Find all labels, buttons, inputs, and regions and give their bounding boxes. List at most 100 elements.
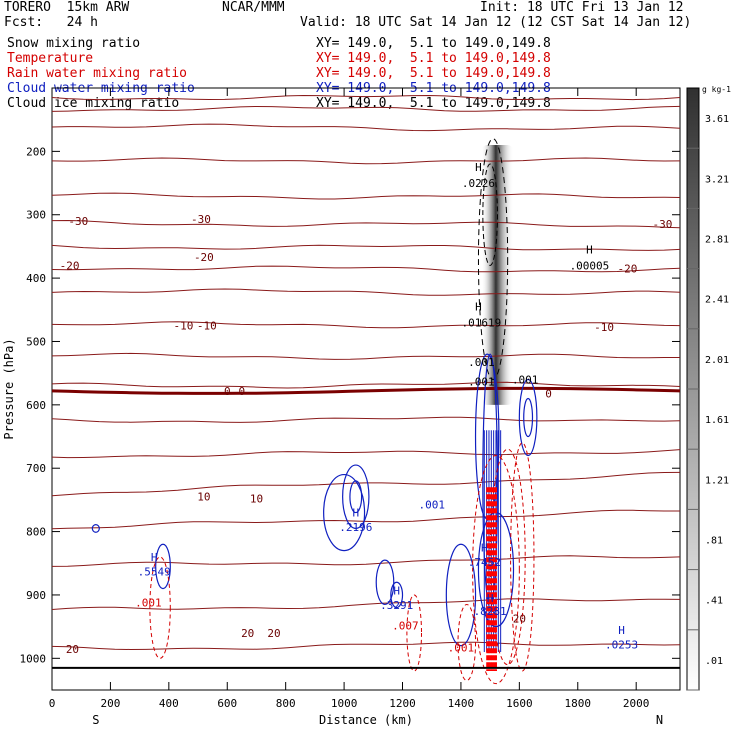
legend-field-xy: XY= 149.0, 5.1 to 149.0,149.8 [316,51,551,66]
south-label: S [92,713,99,727]
y-tick-label: 600 [26,399,46,412]
plot-frame [51,87,681,691]
isotherm-label: 20 [241,627,254,640]
isotherm-label: 0 [224,385,231,398]
extremum-label: .5549 [138,566,171,579]
extremum-label: .007 [392,619,419,632]
isotherm-line [51,244,681,251]
extremum-label: .0253 [605,638,638,651]
high-marker: H [352,507,359,520]
isotherm-line [51,321,681,329]
isotherm-line [51,105,681,112]
forecast-hour: Fcst: 24 h [4,15,98,30]
snow-shading [481,145,514,405]
high-marker: H [393,585,400,598]
isotherm-line [51,219,681,229]
isotherm-label: -10 [174,320,194,333]
high-marker: H [618,624,625,637]
cloud-water-contour [155,543,171,590]
isotherm-label: 10 [250,493,263,506]
extremum-label: .7452 [468,556,501,569]
isotherm-label: 20 [267,627,280,640]
isotherm-line [51,471,681,497]
legend-field-xy: XY= 149.0, 5.1 to 149.0,149.8 [316,66,551,81]
rain-water-contour [406,594,422,672]
isotherm-label: 20 [66,643,79,656]
valid-time: Valid: 18 UTC Sat 14 Jan 12 (12 CST Sat … [300,15,692,30]
isotherm-label: 0 [239,385,246,398]
rain-water-contour [489,448,526,666]
x-tick-label: 1400 [448,697,475,710]
isotherm-line [51,416,681,423]
isotherm-line [51,265,681,273]
isotherm-label: -20 [194,251,214,264]
extremum-label: .001 [448,642,475,655]
isotherm-line [51,509,680,530]
cloud-water-contour [342,464,370,530]
colorbar-label: .81 [705,536,723,547]
extremum-label: .00005 [570,259,610,272]
high-marker: H [487,592,494,605]
y-axis-title: Pressure (hPa) [2,338,16,439]
isotherm-label: -30 [191,213,211,226]
cloud-water-contour [445,543,477,647]
cloud-water-contour [323,473,366,552]
isotherm-line [51,288,681,296]
isotherm-label: 20 [513,612,526,625]
extremum-label: .0226 [462,177,495,190]
high-marker: H [481,541,488,554]
extremum-label: .2196 [339,521,372,534]
isotherm-line [51,555,681,567]
cloud-water-contour [523,397,534,438]
cloud-ice-contour [482,163,498,266]
colorbar-label: 3.21 [705,174,729,185]
cloud-water-contour [91,524,100,533]
x-tick-label: 1200 [389,697,416,710]
isotherm-label: -10 [594,321,614,334]
extremum-label: .001 [512,373,539,386]
north-label: N [656,713,663,727]
x-tick-label: 1600 [506,697,533,710]
cloud-water-contour [375,559,395,606]
isotherm-label: -30 [653,218,673,231]
rain-water-contour [457,603,477,681]
x-tick-label: 1000 [331,697,358,710]
cloud-water-contour [518,378,538,457]
extremum-label: .001 [468,375,495,388]
isotherm-label: 10 [197,491,210,504]
x-axis-title: Distance (km) [319,713,413,727]
x-tick-label: 0 [49,697,56,710]
colorbar-label: 2.81 [705,235,729,246]
legend-field-name: Temperature [7,51,94,66]
isotherm-line [51,94,681,101]
freezing-level-line [51,386,681,395]
high-marker: H [475,301,482,314]
cloud-water-contour [390,581,404,609]
cloud-ice-contour [477,138,509,380]
isotherm-line [51,352,680,360]
y-tick-label: 1000 [20,652,47,665]
y-tick-label: 700 [26,462,46,475]
colorbar-unit: g kg-1 [702,85,731,94]
y-tick-label: 300 [26,209,46,222]
colorbar-label: 2.01 [705,355,729,366]
colorbar-label: 1.21 [705,475,729,486]
isotherm-label: 0 [545,387,552,400]
legend-field-name: Rain water mixing ratio [7,66,188,81]
isotherm-line [51,598,681,610]
x-tick-label: 600 [217,697,237,710]
model-title: TORERO 15km ARW [4,0,130,15]
extremum-label: .001 [418,498,445,511]
extremum-label: .8281 [474,605,507,618]
colorbar-label: 2.41 [705,295,729,306]
legend-field-name: Snow mixing ratio [7,36,141,51]
isotherm-label: -30 [68,215,88,228]
x-tick-label: 1800 [565,697,592,710]
isotherm-line [51,381,681,389]
extremum-label: .01619 [462,316,502,329]
init-time: Init: 18 UTC Fri 13 Jan 12 [480,0,684,15]
x-tick-label: 2000 [623,697,650,710]
y-tick-label: 200 [26,145,46,158]
high-marker: H [475,161,482,174]
